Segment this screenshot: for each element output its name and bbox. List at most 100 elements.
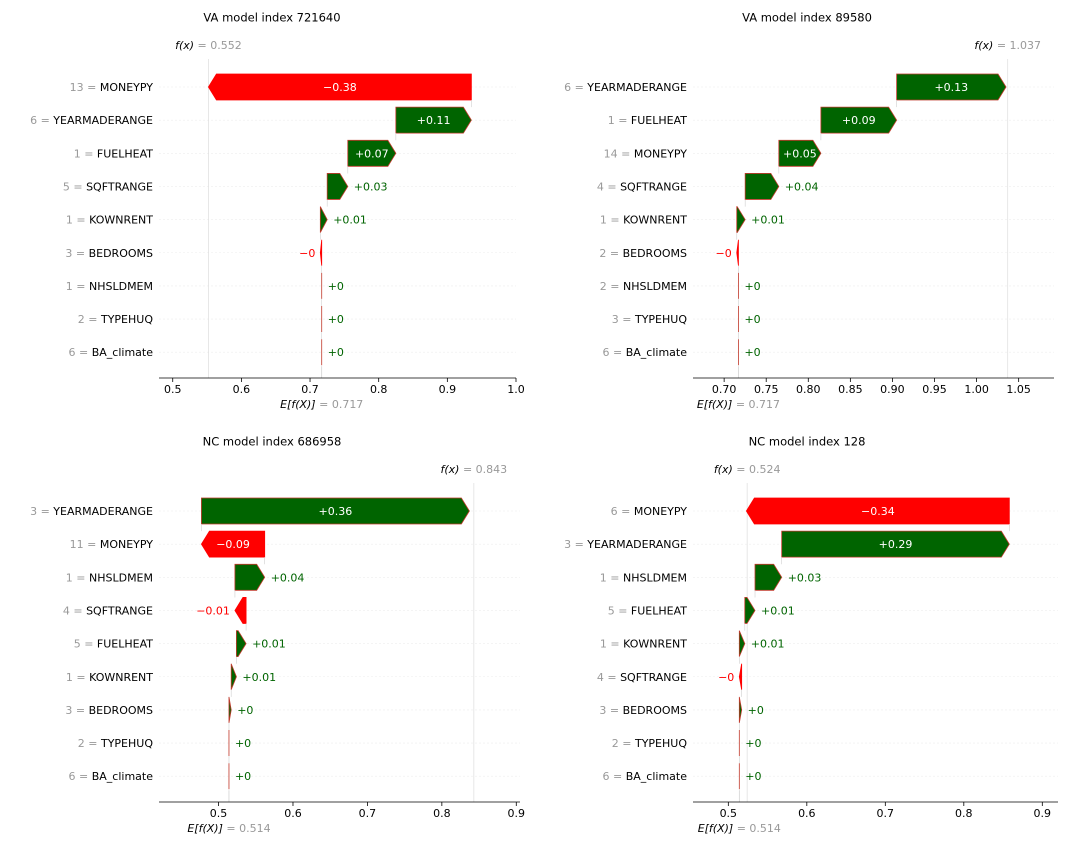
x-tick-label: 0.9 <box>508 807 526 820</box>
expected-value-value: = 0.717 <box>316 398 364 411</box>
expected-value-symbol: E[f(X)] <box>698 822 734 835</box>
shap-value-label: +0.01 <box>751 214 785 227</box>
shap-bar-4-4 <box>744 597 756 624</box>
x-tick-label: 0.5 <box>164 383 182 396</box>
feature-value: 3 <box>599 704 606 717</box>
feature-value: 3 <box>30 505 37 518</box>
feature-label: 4 = SQFTRANGE <box>597 180 687 193</box>
feature-value: 6 <box>611 505 618 518</box>
feature-value: 3 <box>612 313 619 326</box>
shap-bar-3-4 <box>234 597 247 624</box>
feature-label: 3 = BEDROOMS <box>65 247 153 260</box>
x-tick-label: 0.7 <box>359 807 377 820</box>
shap-value-label: +0 <box>235 737 251 750</box>
x-tick-label: 0.5 <box>210 807 228 820</box>
feature-value: 1 <box>66 671 73 684</box>
feature-name: YEARMADERANGE <box>586 81 687 94</box>
shap-bar-2-1 <box>896 73 1007 101</box>
feature-value: 6 <box>603 346 610 359</box>
feature-label: 4 = SQFTRANGE <box>63 604 153 617</box>
feature-name: TYPEHUQ <box>634 737 687 750</box>
feature-equals: = <box>619 313 635 326</box>
feature-value: 5 <box>74 638 81 651</box>
shap-value-label: +0.01 <box>333 214 367 227</box>
feature-label: 1 = NHSLDMEM <box>600 571 687 584</box>
feature-value: 3 <box>65 704 72 717</box>
shap-bar-3-1 <box>201 497 470 525</box>
feature-equals: = <box>615 114 631 127</box>
feature-label: 2 = NHSLDMEM <box>600 280 687 293</box>
shap-bar-4-2 <box>781 530 1010 558</box>
expected-value-symbol: E[f(X)] <box>697 398 733 411</box>
feature-label: 6 = YEARMADERANGE <box>564 81 687 94</box>
x-tick-label: 0.85 <box>838 383 863 396</box>
waterfall-panel-3: NC model index 686958 3 = YEARMADERANGE +0… <box>30 435 525 836</box>
prediction-symbol: f(x) <box>974 39 993 52</box>
feature-value: 5 <box>63 180 70 193</box>
x-tick-label: 1.0 <box>507 383 525 396</box>
expected-value-symbol: E[f(X)] <box>280 398 316 411</box>
x-tick-label: 1.00 <box>964 383 989 396</box>
shap-bar-2-4 <box>744 173 780 200</box>
feature-name: MONEYPY <box>634 147 687 160</box>
feature-name: NHSLDMEM <box>623 571 687 584</box>
feature-name: NHSLDMEM <box>89 571 153 584</box>
feature-name: KOWNRENT <box>89 671 153 684</box>
prediction-value: = 0.552 <box>194 39 242 52</box>
shap-value-label: +0.13 <box>934 81 968 94</box>
feature-name: KOWNRENT <box>623 214 687 227</box>
prediction-symbol: f(x) <box>714 463 733 476</box>
feature-equals: = <box>619 737 635 750</box>
shap-value-label: +0 <box>237 704 253 717</box>
feature-name: FUELHEAT <box>97 638 153 651</box>
shap-value-label: +0 <box>748 704 764 717</box>
feature-label: 6 = BA_climate <box>603 346 688 359</box>
feature-equals: = <box>72 704 88 717</box>
shap-bar-1-6 <box>319 239 323 266</box>
x-tick-label: 0.7 <box>877 807 895 820</box>
feature-name: BA_climate <box>626 770 688 783</box>
feature-equals: = <box>84 81 100 94</box>
feature-value: 2 <box>599 247 606 260</box>
feature-value: 6 <box>69 770 76 783</box>
feature-equals: = <box>76 346 92 359</box>
shap-value-label: +0.07 <box>355 147 389 160</box>
shap-value-label: +0 <box>744 346 760 359</box>
prediction-label: f(x) = 0.843 <box>441 463 508 476</box>
shap-value-label: +0.11 <box>417 114 451 127</box>
feature-label: 2 = TYPEHUQ <box>612 737 688 750</box>
x-tick-label: 0.9 <box>439 383 457 396</box>
shap-value-label: −0.01 <box>196 604 230 617</box>
prediction-symbol: f(x) <box>441 463 460 476</box>
feature-equals: = <box>73 214 89 227</box>
feature-value: 2 <box>78 313 85 326</box>
expected-value-label: E[f(X)] = 0.717 <box>280 398 363 411</box>
feature-name: TYPEHUQ <box>634 313 687 326</box>
shap-value-label: +0.04 <box>271 571 305 584</box>
feature-equals: = <box>604 671 620 684</box>
feature-label: 1 = KOWNRENT <box>66 214 153 227</box>
shap-bar-4-3 <box>754 563 783 591</box>
shap-bar-4-7 <box>738 696 743 723</box>
feature-equals: = <box>607 571 623 584</box>
feature-name: MONEYPY <box>100 538 153 551</box>
feature-name: KOWNRENT <box>623 638 687 651</box>
feature-value: 4 <box>63 604 70 617</box>
feature-label: 11 = MONEYPY <box>70 538 154 551</box>
shap-bar-1-2 <box>395 106 472 134</box>
waterfall-panel-2: VA model index 89580 6 = YEARMADERANGE +0.… <box>564 11 1054 411</box>
expected-value-label: E[f(X)] = 0.514 <box>187 822 270 835</box>
feature-value: 6 <box>603 770 610 783</box>
feature-name: BEDROOMS <box>89 247 153 260</box>
feature-name: TYPEHUQ <box>100 313 153 326</box>
shap-bar-3-7 <box>228 696 232 723</box>
panel-title: NC model index 128 <box>749 435 866 449</box>
feature-label: 1 = KOWNRENT <box>600 638 687 651</box>
shap-bar-1-1 <box>207 73 472 101</box>
feature-name: YEARMADERANGE <box>52 114 153 127</box>
shap-value-label: +0 <box>328 346 344 359</box>
feature-label: 1 = FUELHEAT <box>608 114 688 127</box>
expected-value-symbol: E[f(X)] <box>187 822 223 835</box>
feature-name: SQFTRANGE <box>620 180 687 193</box>
